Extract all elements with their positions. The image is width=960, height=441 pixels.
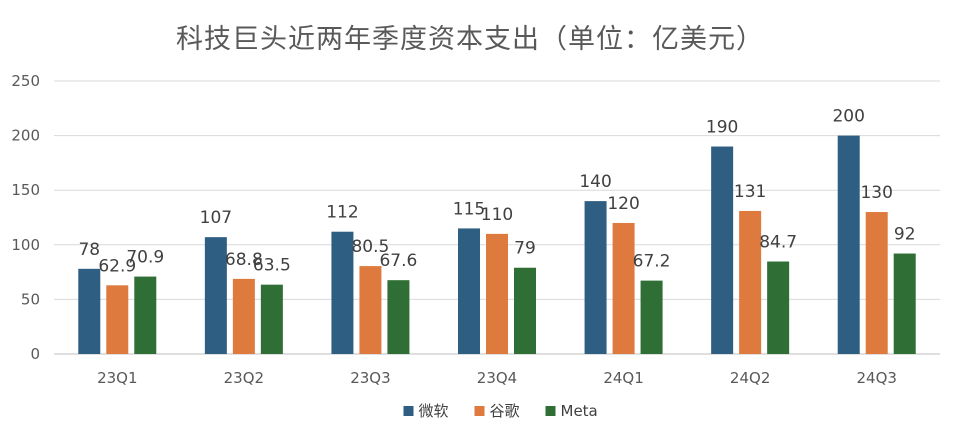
data-label: 84.7: [759, 233, 797, 253]
bar: [78, 268, 101, 354]
x-tick-label: 24Q1: [603, 369, 643, 387]
legend-swatch: [474, 406, 485, 416]
legend-label: 谷歌: [490, 402, 520, 420]
x-tick-label: 24Q3: [856, 369, 896, 387]
bar: [232, 278, 255, 354]
legend: 微软 谷歌 Meta: [403, 402, 598, 420]
data-label: 80.5: [351, 237, 389, 257]
y-tick-label: 0: [30, 345, 40, 363]
data-label: 62.9: [98, 256, 136, 276]
bar: [204, 237, 227, 354]
data-label: 200: [832, 107, 864, 127]
bar: [865, 212, 888, 354]
data-label: 70.9: [126, 248, 164, 268]
legend-label: Meta: [561, 402, 598, 420]
bar: [893, 253, 916, 354]
x-tick-label: 23Q3: [350, 369, 390, 387]
y-tick-label: 150: [11, 181, 40, 199]
y-axis-ticks: 0 50 100 150 200 250: [11, 72, 40, 363]
data-label: 120: [607, 194, 639, 214]
bar: [359, 266, 382, 354]
data-label: 68.8: [225, 250, 263, 270]
chart-title: 科技巨头近两年季度资本支出（单位：亿美元）: [176, 24, 764, 55]
legend-swatch: [545, 406, 556, 416]
x-tick-label: 23Q2: [224, 369, 264, 387]
bar: [739, 210, 762, 354]
bar: [134, 276, 157, 354]
legend-label: 微软: [419, 402, 449, 420]
x-tick-label: 24Q2: [730, 369, 770, 387]
data-label: 131: [734, 182, 766, 202]
y-tick-label: 50: [21, 290, 40, 308]
bar: [331, 231, 354, 354]
x-tick-label: 23Q4: [477, 369, 517, 387]
bar: [458, 228, 480, 354]
x-tick-label: 23Q1: [97, 369, 137, 387]
x-axis-ticks: 23Q1 23Q2 23Q3 23Q4 24Q1 24Q2 24Q3: [97, 369, 897, 387]
data-label: 140: [579, 172, 611, 192]
data-label: 112: [326, 203, 358, 223]
data-label: 78: [78, 240, 100, 260]
bar: [106, 285, 129, 354]
bars: [78, 135, 916, 354]
bar: [514, 267, 536, 354]
data-label: 67.2: [633, 252, 671, 272]
data-label: 110: [481, 205, 513, 225]
y-tick-label: 100: [11, 236, 40, 254]
data-label: 190: [706, 118, 738, 138]
bar: [486, 233, 508, 354]
data-label: 67.6: [379, 251, 417, 271]
data-label: 115: [453, 199, 485, 219]
bar: [387, 280, 410, 354]
data-label: 63.5: [253, 256, 291, 276]
data-label: 107: [200, 208, 232, 228]
y-tick-label: 250: [11, 72, 40, 90]
data-label: 130: [860, 183, 892, 203]
bar: [767, 261, 790, 354]
bar: [584, 201, 607, 354]
bar: [612, 222, 635, 354]
y-tick-label: 200: [11, 127, 40, 145]
bar: [640, 280, 663, 354]
legend-swatch: [403, 406, 414, 416]
bar: [837, 135, 860, 354]
bar: [711, 146, 734, 354]
bar: [260, 284, 283, 354]
data-label: 79: [514, 239, 536, 259]
data-label: 92: [894, 225, 916, 245]
